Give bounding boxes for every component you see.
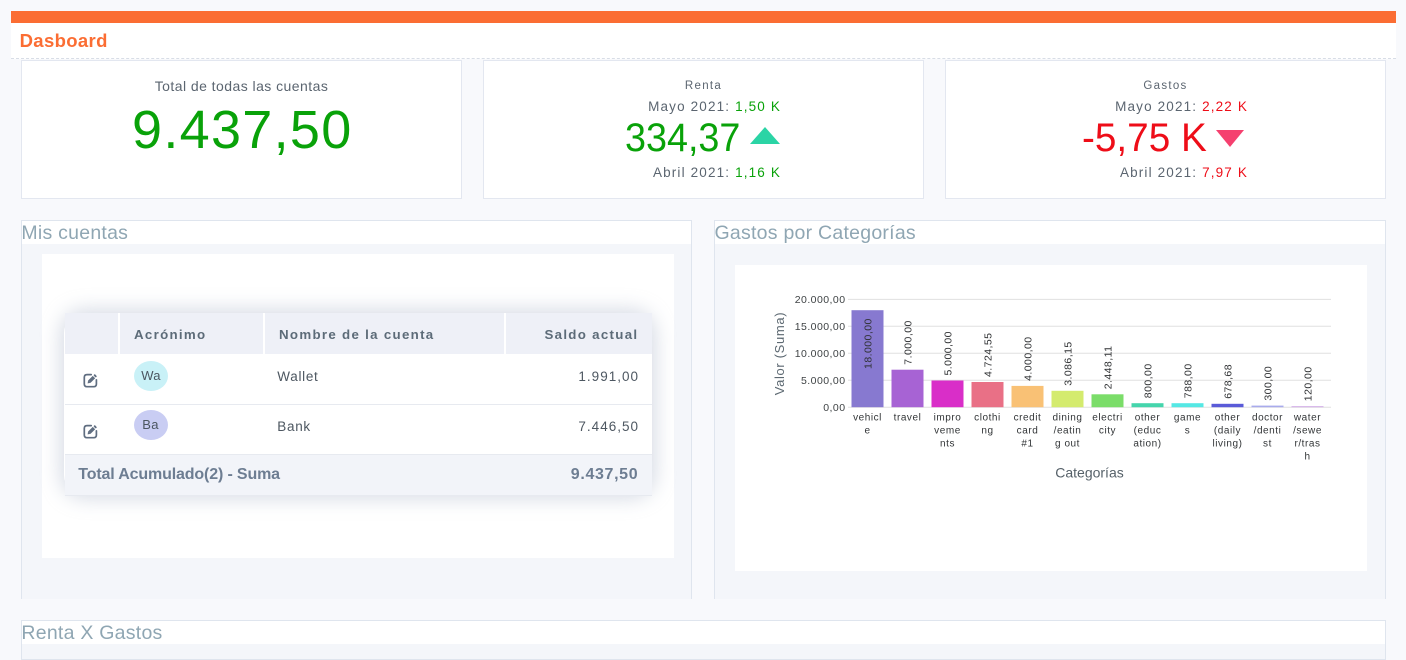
- svg-text:2.448,11: 2.448,11: [1102, 346, 1114, 390]
- svg-text:4.000,00: 4.000,00: [1022, 336, 1034, 380]
- svg-text:800,00: 800,00: [1142, 363, 1154, 398]
- svg-text:3.086,15: 3.086,15: [1062, 341, 1074, 385]
- svg-text:Categorías: Categorías: [1055, 465, 1123, 481]
- svg-text:travel: travel: [894, 413, 922, 424]
- svg-text:120,00: 120,00: [1302, 366, 1314, 401]
- svg-text:678,68: 678,68: [1222, 364, 1234, 399]
- svg-text:788,00: 788,00: [1182, 363, 1194, 398]
- svg-text:0,00: 0,00: [823, 402, 845, 414]
- svg-text:15.000,00: 15.000,00: [795, 321, 846, 333]
- svg-text:5.000,00: 5.000,00: [942, 331, 954, 375]
- svg-text:300,00: 300,00: [1262, 366, 1274, 401]
- svg-text:4.724,55: 4.724,55: [982, 333, 994, 377]
- svg-text:5.000,00: 5.000,00: [801, 375, 845, 387]
- svg-text:7.000,00: 7.000,00: [902, 320, 914, 364]
- svg-text:20.000,00: 20.000,00: [795, 294, 846, 306]
- svg-text:10.000,00: 10.000,00: [795, 348, 846, 360]
- svg-text:Valor (Suma): Valor (Suma): [772, 312, 787, 395]
- svg-text:18.000,00: 18.000,00: [862, 318, 874, 369]
